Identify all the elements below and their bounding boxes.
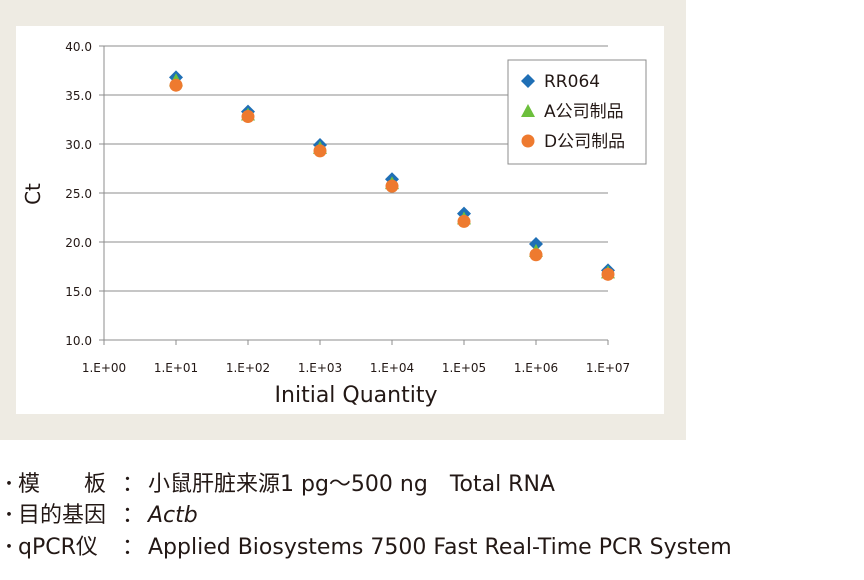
- data-point-circle: [385, 179, 399, 193]
- note-value: Applied Biosystems 7500 Fast Real-Time P…: [148, 535, 732, 560]
- legend-marker-triangle: [521, 104, 535, 117]
- x-tick-label: 1.E+07: [586, 361, 630, 375]
- x-tick-label: 1.E+02: [226, 361, 270, 375]
- note-colon: ：: [122, 535, 145, 560]
- x-tick-label: 1.E+01: [154, 361, 198, 375]
- note-label: qPCR仪: [18, 535, 98, 560]
- x-tick-label: 1.E+06: [514, 361, 558, 375]
- x-tick-label: 1.E+05: [442, 361, 486, 375]
- y-tick-label: 15.0: [65, 285, 92, 299]
- legend-marker-diamond: [521, 74, 535, 88]
- legend-label: RR064: [544, 72, 600, 92]
- note-bullet: ・: [0, 537, 18, 558]
- data-point-circle: [529, 248, 543, 262]
- x-tick-labels: 1.E+00 1.E+01 1.E+02 1.E+03 1.E+04 1.E+05 1.E+…: [82, 361, 630, 375]
- y-tick-labels: 10.0 15.0 20.0 25.0 30.0 35.0 40.0: [65, 40, 92, 348]
- data-point-circle: [169, 78, 183, 92]
- y-tick-label: 25.0: [65, 187, 92, 201]
- x-tick-label: 1.E+03: [298, 361, 342, 375]
- y-tick-label: 30.0: [65, 138, 92, 152]
- legend-label: D公司制品: [544, 132, 625, 152]
- note-value: 小鼠肝脏来源1 pg～500 ng Total RNA: [148, 472, 555, 497]
- x-tick-label: 1.E+04: [370, 361, 414, 375]
- note-colon: ：: [122, 472, 145, 497]
- x-axis-label: Initial Quantity: [275, 383, 438, 408]
- y-tick-label: 40.0: [65, 40, 92, 54]
- x-tick-label: 1.E+00: [82, 361, 126, 375]
- data-points: [169, 70, 615, 281]
- y-tick-label: 20.0: [65, 236, 92, 250]
- data-point-circle: [241, 110, 255, 124]
- legend-marker-circle: [521, 134, 535, 148]
- ct-scatter-chart: 10.015.020.025.030.035.040.0 1.E+00 1.E+0…: [21, 40, 647, 408]
- data-point-circle: [601, 267, 615, 281]
- note-value: Actb: [148, 503, 198, 528]
- legend-label: A公司制品: [544, 102, 624, 122]
- note-label: 模 板: [18, 472, 107, 497]
- note-bullet: ・: [0, 474, 18, 495]
- y-tick-label: 35.0: [65, 89, 92, 103]
- note-colon: ：: [122, 503, 145, 528]
- data-point-circle: [457, 214, 471, 228]
- y-axis-label: Ct: [21, 183, 45, 205]
- y-tick-label: 10.0: [65, 334, 92, 348]
- legend: RR064 A公司制品 D公司制品: [507, 59, 647, 165]
- note-label: 目的基因: [18, 503, 107, 528]
- data-point-circle: [313, 144, 327, 158]
- note-bullet: ・: [0, 505, 18, 526]
